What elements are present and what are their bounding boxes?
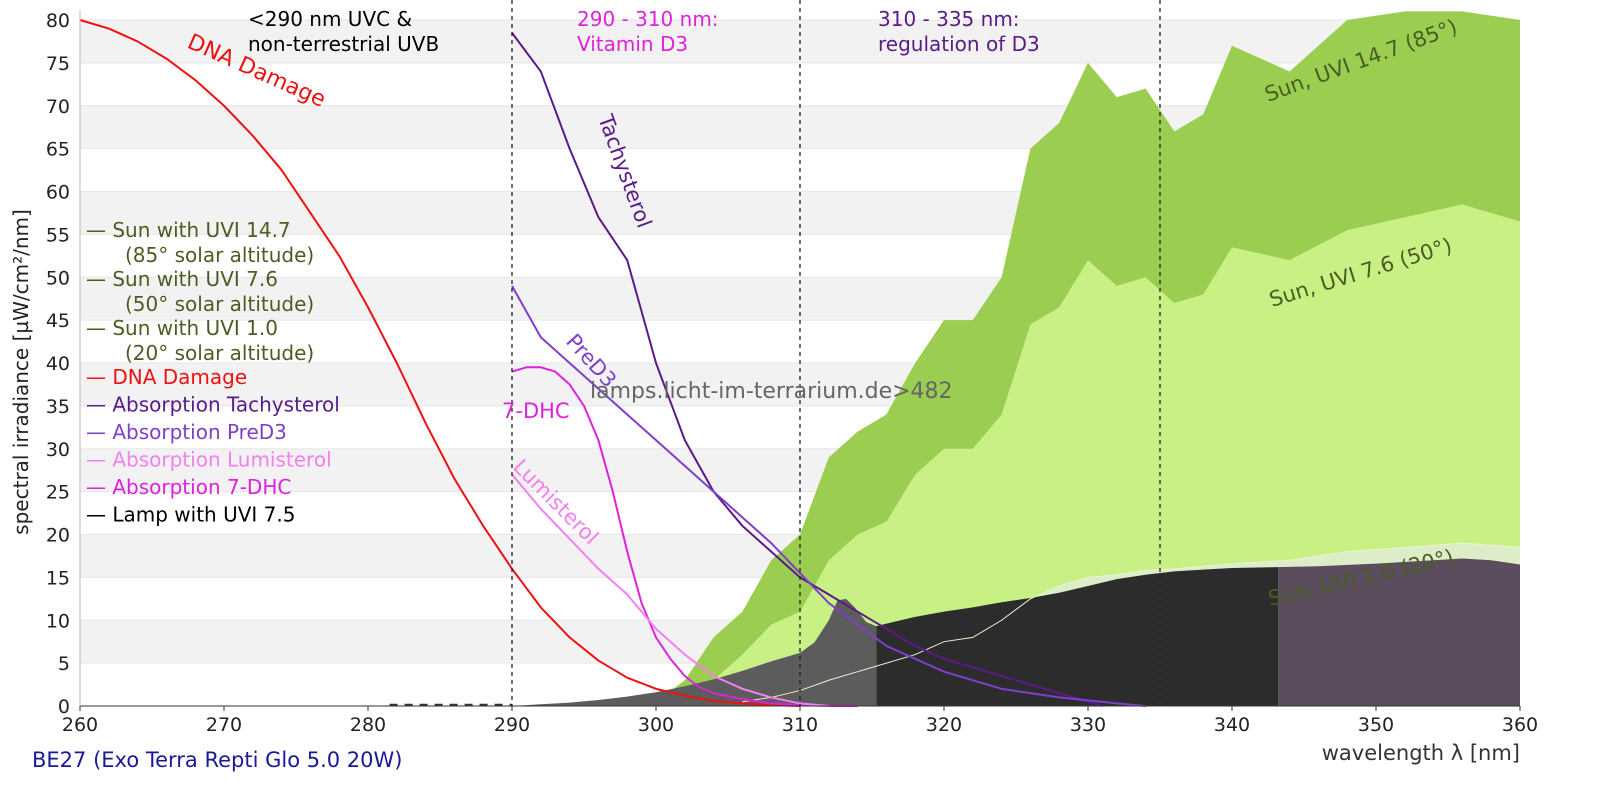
region-label-line: <290 nm UVC & [248,7,412,31]
curve-absorption-tachysterol [511,32,1103,707]
y-tick-label: 60 [46,182,70,204]
legend-entry: — Absorption PreD3 [86,420,287,444]
region-label-line: 310 - 335 nm: [878,7,1020,31]
region-label-line: Vitamin D3 [577,32,688,56]
y-tick-label: 10 [46,610,70,632]
line-sun-uvi-1 [742,542,1521,703]
x-tick-label: 260 [62,714,98,736]
x-tick-label: 300 [638,714,674,736]
y-tick-label: 15 [46,567,70,589]
region-label-line: 290 - 310 nm: [577,7,719,31]
y-tick-label: 25 [46,482,70,504]
legend-entry: — Sun with UVI 7.6 [86,267,278,291]
legend-entry: — Absorption Tachysterol [86,393,340,417]
x-tick-labels: 260 270 280 290 300 310 320 330 340 350 360 [62,706,1538,736]
y-tick-label: 35 [46,396,70,418]
x-tick-label: 310 [782,714,818,736]
y-tick-label: 5 [58,653,70,675]
legend: — Sun with UVI 14.7(85° solar altitude)—… [86,218,340,527]
y-tick-label: 50 [46,267,70,289]
curve-label-dhc: 7-DHC [502,399,570,423]
x-tick-label: 290 [494,714,530,736]
y-tick-label: 75 [46,53,70,75]
legend-entry: — Lamp with UVI 7.5 [86,503,295,527]
legend-entry: — DNA Damage [86,365,247,389]
y-tick-label: 20 [46,525,70,547]
y-tick-labels: 0 5 10 15 20 25 30 35 40 45 50 55 60 65 70 75 80 [46,10,70,718]
x-tick-label: 340 [1214,714,1250,736]
footer-lamp-name: BE27 (Exo Terra Repti Glo 5.0 20W) [32,748,402,772]
y-axis-label: spectral irradiance [µW/cm²/nm] [9,209,33,535]
y-tick-label: 70 [46,96,70,118]
curve-dna-damage [79,19,801,707]
curve-absorption-lumisterol [511,473,829,707]
legend-entry-detail: (85° solar altitude) [125,243,314,267]
x-tick-label: 350 [1358,714,1394,736]
area-lamp-segment [1278,558,1520,706]
area-lamp-segment [876,567,1279,706]
x-tick-label: 280 [350,714,386,736]
region-label-line: non-terrestrial UVB [248,32,439,56]
legend-entry: — Sun with UVI 1.0 [86,316,278,340]
area-lamp-segment [512,598,877,706]
legend-entry-detail: (50° solar altitude) [125,292,314,316]
y-tick-label: 40 [46,353,70,375]
x-tick-label: 320 [926,714,962,736]
absorption-curves [79,19,1146,707]
region-label-line: regulation of D3 [878,32,1040,56]
y-tick-label: 45 [46,310,70,332]
y-tick-label: 0 [58,696,70,718]
x-tick-label: 270 [206,714,242,736]
y-tick-label: 55 [46,224,70,246]
legend-entry: — Absorption Lumisterol [86,448,332,472]
y-tick-label: 80 [46,10,70,32]
legend-entry-detail: (20° solar altitude) [125,341,314,365]
watermark: lamps.licht-im-terrarium.de>482 [590,379,953,404]
x-tick-label: 330 [1070,714,1106,736]
y-tick-label: 30 [46,439,70,461]
legend-entry: — Absorption 7-DHC [86,475,291,499]
curve-absorption-pred3 [511,285,1146,707]
x-tick-label: 360 [1502,714,1538,736]
spectrum-areas [389,11,1521,707]
x-axis-label: wavelength λ [nm] [1322,741,1520,765]
region-dividers [511,0,1161,706]
region-labels: <290 nm UVC &non-terrestrial UVB 290 - 31… [248,7,1040,56]
legend-entry: — Sun with UVI 14.7 [86,218,291,242]
y-tick-label: 65 [46,139,70,161]
